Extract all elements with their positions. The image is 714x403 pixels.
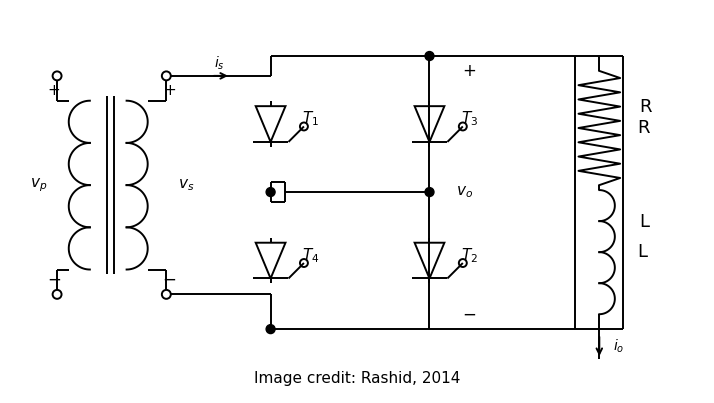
Text: $T_1$: $T_1$: [303, 110, 319, 129]
Text: −: −: [462, 305, 476, 323]
Text: $v_o$: $v_o$: [456, 184, 473, 200]
Circle shape: [266, 325, 275, 334]
Text: $T_3$: $T_3$: [461, 110, 478, 129]
Text: +: +: [48, 83, 61, 98]
Text: −: −: [47, 270, 61, 289]
Text: $T_2$: $T_2$: [461, 246, 478, 265]
Text: R: R: [637, 119, 650, 137]
Text: $v_p$: $v_p$: [30, 177, 47, 194]
Text: +: +: [462, 62, 476, 80]
Text: $v_s$: $v_s$: [178, 177, 195, 193]
Text: Image credit: Rashid, 2014: Image credit: Rashid, 2014: [253, 371, 461, 386]
Text: L: L: [639, 213, 649, 231]
Text: +: +: [163, 83, 176, 98]
Text: R: R: [639, 98, 652, 116]
Circle shape: [266, 187, 275, 197]
Text: L: L: [637, 243, 647, 261]
Text: −: −: [162, 270, 176, 289]
Text: $i_s$: $i_s$: [213, 54, 224, 72]
Circle shape: [425, 187, 434, 197]
Circle shape: [425, 52, 434, 60]
Text: $T_4$: $T_4$: [303, 246, 320, 265]
Text: $i_o$: $i_o$: [613, 338, 625, 355]
